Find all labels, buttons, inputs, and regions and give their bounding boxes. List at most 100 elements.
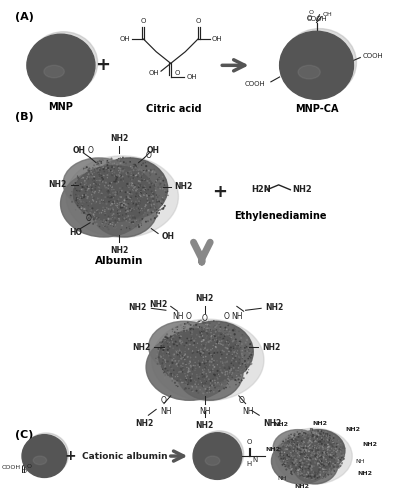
Point [291, 461, 297, 469]
Point [316, 466, 323, 473]
Point [87, 198, 93, 205]
Point [229, 356, 235, 364]
Point [134, 186, 141, 194]
Point [313, 428, 320, 436]
Point [211, 323, 217, 331]
Point [176, 345, 182, 353]
Point [121, 202, 128, 210]
Point [296, 446, 303, 454]
Point [288, 450, 294, 458]
Point [130, 174, 137, 182]
Point [334, 436, 340, 444]
Point [117, 212, 123, 220]
Point [149, 168, 155, 176]
Point [192, 380, 198, 388]
Point [229, 348, 235, 356]
Point [207, 321, 214, 329]
Point [194, 369, 200, 377]
Point [310, 430, 316, 438]
Point [306, 448, 312, 456]
Point [88, 186, 94, 194]
Point [313, 430, 320, 438]
Point [169, 334, 175, 342]
Point [324, 444, 330, 452]
Point [150, 208, 156, 216]
Point [96, 215, 102, 223]
Point [177, 376, 184, 384]
Point [97, 199, 103, 207]
Point [128, 192, 134, 200]
Point [297, 468, 303, 476]
Point [233, 340, 240, 348]
Point [84, 173, 90, 181]
Point [160, 338, 166, 346]
Point [203, 341, 209, 349]
Point [291, 440, 297, 448]
Point [237, 340, 243, 348]
Point [239, 376, 245, 384]
Point [129, 179, 135, 187]
Point [301, 458, 307, 466]
Point [186, 376, 192, 384]
Point [314, 452, 321, 460]
Point [237, 344, 243, 352]
Text: N: N [253, 457, 258, 463]
Point [119, 198, 126, 206]
Point [162, 192, 168, 200]
Point [160, 342, 167, 350]
Point [74, 197, 81, 205]
Point [229, 352, 235, 360]
Point [318, 453, 324, 461]
Point [110, 194, 117, 202]
Point [145, 195, 151, 203]
Point [290, 456, 296, 464]
Ellipse shape [63, 158, 135, 209]
Point [110, 166, 116, 174]
Point [114, 200, 120, 207]
Point [144, 192, 150, 200]
Point [210, 368, 216, 376]
Point [330, 462, 336, 470]
Point [91, 166, 97, 173]
Point [166, 348, 172, 356]
Point [162, 338, 168, 346]
Point [312, 472, 318, 480]
Point [207, 382, 214, 390]
Point [167, 333, 173, 341]
Point [313, 451, 319, 459]
Point [322, 462, 328, 470]
Point [340, 454, 346, 462]
Point [118, 226, 124, 234]
Point [331, 432, 337, 440]
Text: OH: OH [162, 232, 175, 241]
Point [307, 441, 313, 449]
Point [187, 358, 194, 366]
Point [123, 217, 129, 225]
Point [120, 154, 126, 162]
Point [322, 438, 328, 446]
Point [83, 170, 90, 177]
Point [282, 459, 289, 467]
Point [121, 199, 127, 207]
Point [94, 195, 101, 203]
Point [178, 364, 184, 372]
Point [96, 188, 102, 196]
Point [195, 324, 201, 332]
Point [183, 360, 190, 368]
Point [329, 442, 336, 450]
Point [169, 359, 176, 367]
Point [313, 444, 319, 452]
Point [190, 387, 196, 395]
Point [286, 468, 292, 476]
Point [137, 182, 143, 190]
Point [94, 208, 100, 216]
Point [169, 348, 176, 356]
Point [91, 188, 98, 196]
Point [81, 169, 87, 177]
Point [112, 216, 118, 224]
Point [245, 338, 252, 345]
Point [82, 204, 88, 212]
Point [137, 181, 144, 189]
Point [326, 434, 333, 442]
Point [339, 458, 345, 466]
